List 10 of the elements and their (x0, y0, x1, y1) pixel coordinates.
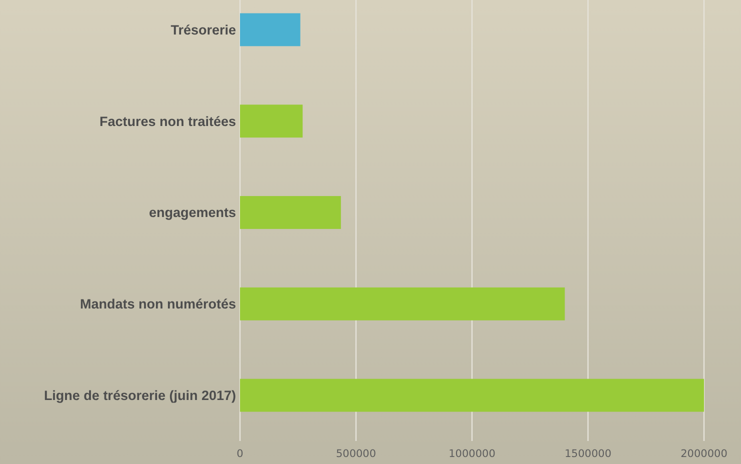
y-tick-label: Ligne de trésorerie (juin 2017) (44, 388, 236, 404)
y-tick-label: engagements (148, 205, 236, 220)
x-tick-label: 1500000 (564, 448, 612, 460)
x-tick-label: 500000 (336, 448, 376, 460)
y-tick-label: Mandats non numérotés (80, 296, 236, 312)
x-tick-label: 0 (236, 448, 244, 460)
y-tick-label: Factures non traitées (99, 114, 236, 129)
y-tick-label: Trésorerie (170, 22, 236, 38)
x-tick-label: 2000000 (680, 448, 728, 460)
x-tick-label: 1000000 (448, 448, 496, 460)
